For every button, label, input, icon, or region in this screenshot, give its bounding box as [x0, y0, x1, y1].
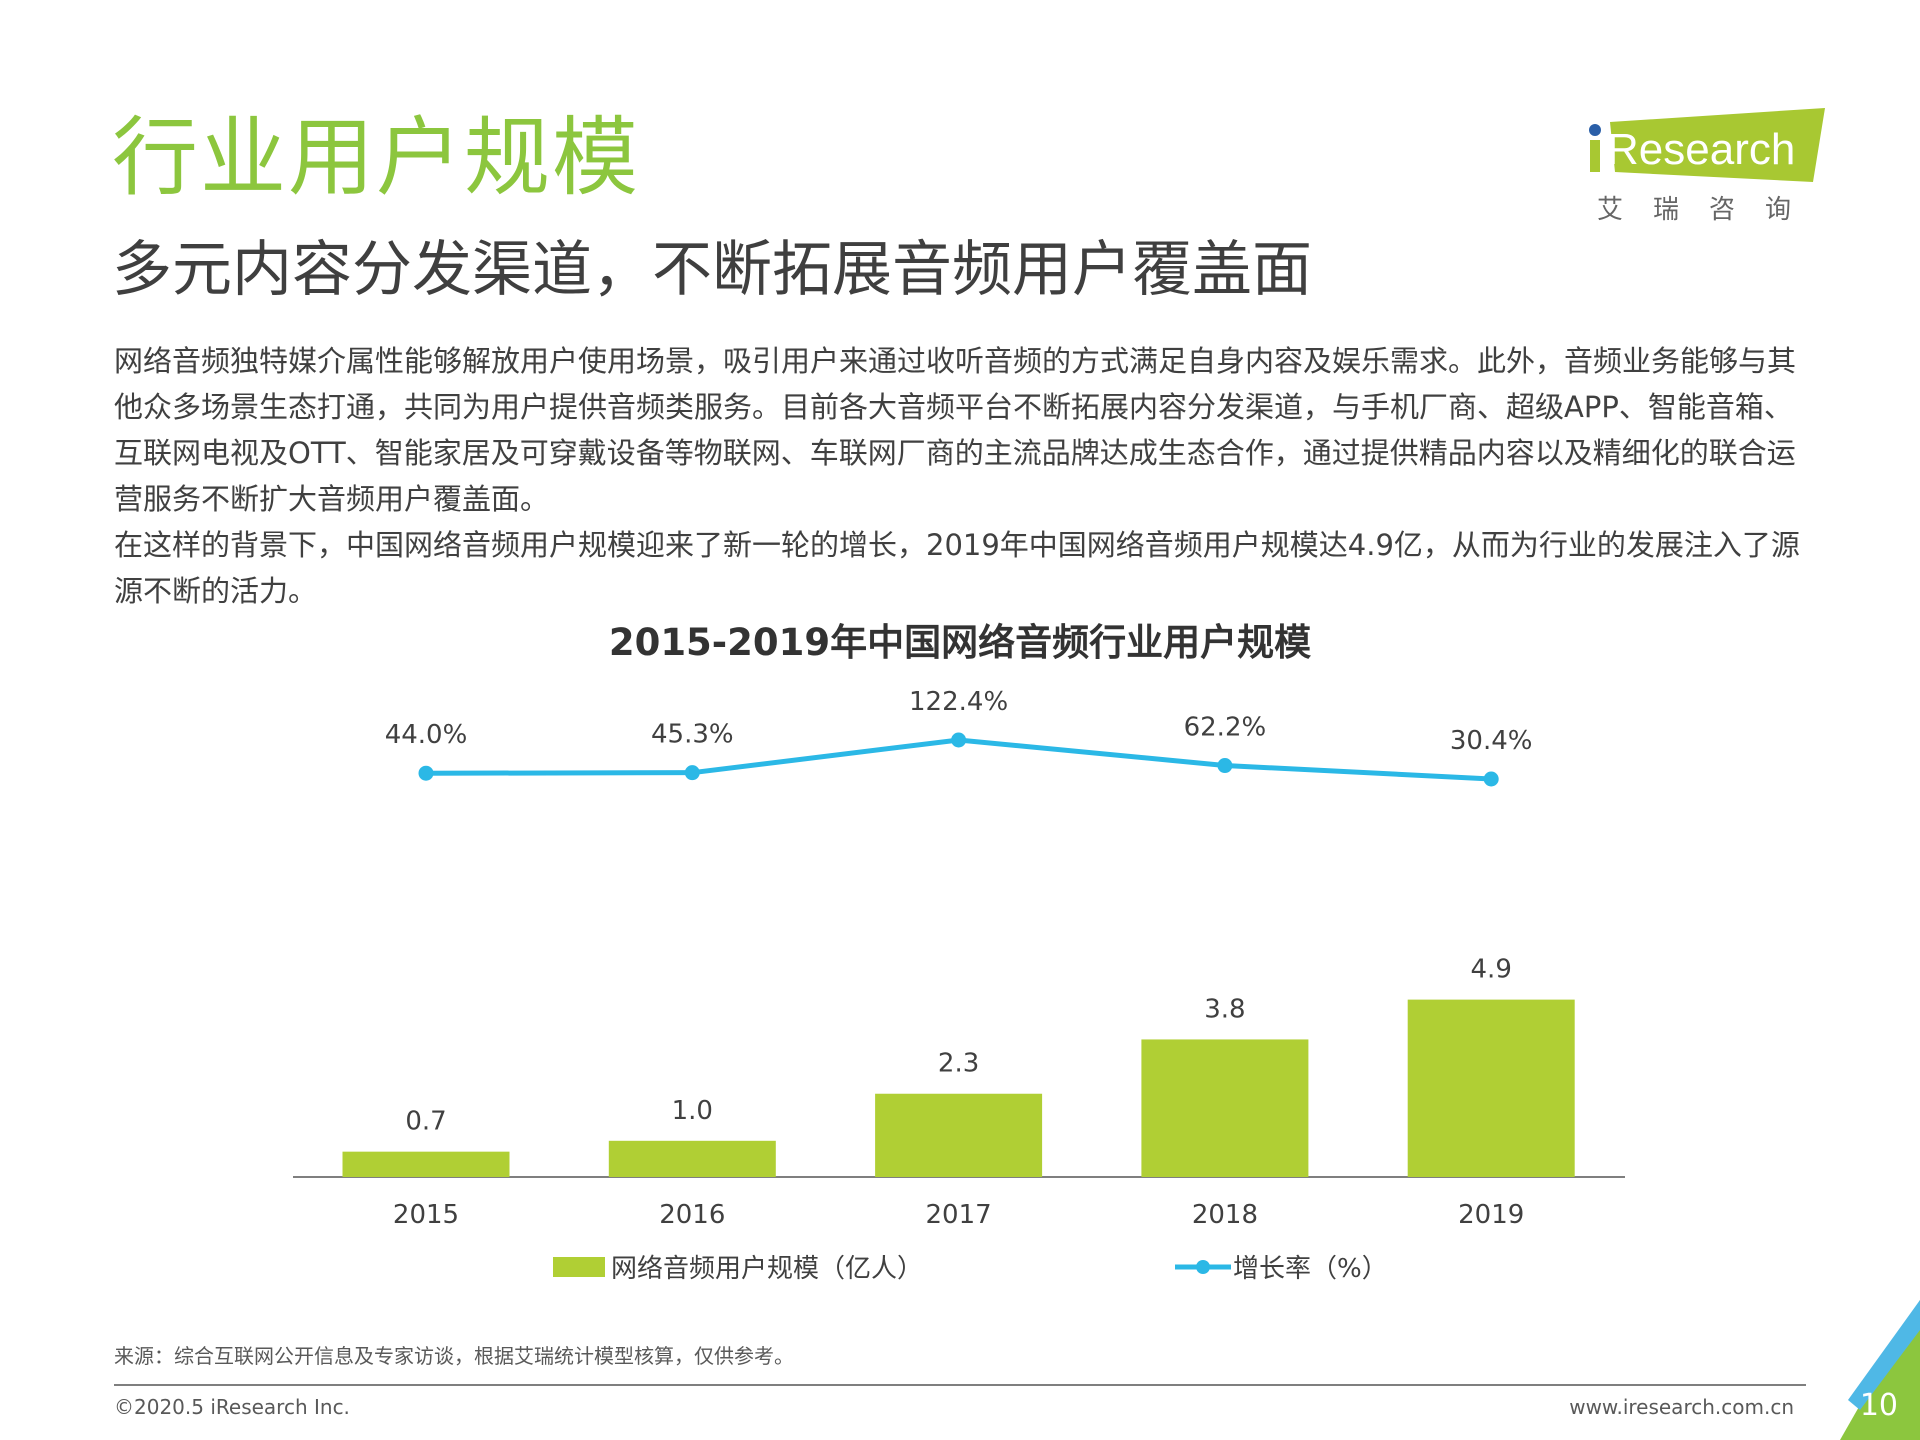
bar [1141, 1039, 1309, 1177]
growth-point [418, 765, 434, 781]
x-tick-label: 2015 [393, 1200, 459, 1230]
legend-item-bar: 网络音频用户规模（亿人） [553, 1248, 923, 1285]
growth-value-label: 44.0% [385, 720, 468, 750]
body-text: 网络音频独特媒介属性能够解放用户使用场景，吸引用户来通过收听音频的方式满足自身内… [114, 338, 1814, 614]
paragraph: 在这样的背景下，中国网络音频用户规模迎来了新一轮的增长，2019年中国网络音频用… [114, 528, 1800, 608]
x-tick-label: 2018 [1192, 1200, 1258, 1230]
website-link[interactable]: www.iresearch.com.cn [1569, 1395, 1794, 1419]
paragraph: 网络音频独特媒介属性能够解放用户使用场景，吸引用户来通过收听音频的方式满足自身内… [114, 344, 1797, 516]
bar [608, 1140, 776, 1177]
bar-value-label: 3.8 [1204, 994, 1245, 1024]
bar-value-label: 0.7 [405, 1107, 446, 1137]
iresearch-logo: Research 艾瑞咨询 [1585, 100, 1825, 230]
source-note: 来源：综合互联网公开信息及专家访谈，根据艾瑞统计模型核算，仅供参考。 [114, 1344, 794, 1368]
growth-value-label: 30.4% [1450, 726, 1533, 756]
legend-item-line: 增长率（%） [1175, 1248, 1388, 1285]
legend-label: 网络音频用户规模（亿人） [611, 1254, 924, 1284]
copyright: ©2020.5 iResearch Inc. [114, 1395, 350, 1419]
x-tick-label: 2017 [926, 1200, 992, 1230]
corner-decoration [1840, 1300, 1920, 1440]
svg-text:Research: Research [1607, 125, 1795, 174]
x-tick-label: 2019 [1458, 1200, 1524, 1230]
bar [342, 1151, 510, 1177]
page-subtitle: 多元内容分发渠道，不断拓展音频用户覆盖面 [112, 235, 1312, 305]
growth-point [951, 732, 967, 748]
growth-point [684, 765, 700, 781]
bar-value-label: 4.9 [1471, 955, 1512, 985]
bar [875, 1093, 1043, 1177]
growth-point [1483, 771, 1499, 787]
footer-divider [114, 1384, 1806, 1386]
bar [1407, 999, 1575, 1177]
chart-title: 2015-2019年中国网络音频行业用户规模 [608, 621, 1312, 664]
growth-value-label: 45.3% [651, 720, 734, 750]
bar-value-label: 2.3 [938, 1049, 979, 1079]
legend-label: 增长率（%） [1233, 1254, 1388, 1284]
legend-line-swatch [1175, 1259, 1231, 1274]
legend-bar-swatch [553, 1256, 605, 1277]
page-title: 行业用户规模 [112, 108, 640, 208]
x-tick-label: 2016 [659, 1200, 725, 1230]
growth-value-label: 122.4% [909, 687, 1008, 717]
logo-cn-text: 艾瑞咨询 [1597, 195, 1821, 225]
growth-value-label: 62.2% [1184, 713, 1267, 743]
page-number: 10 [1859, 1388, 1898, 1423]
growth-point [1217, 758, 1233, 774]
bar-value-label: 1.0 [672, 1096, 713, 1126]
